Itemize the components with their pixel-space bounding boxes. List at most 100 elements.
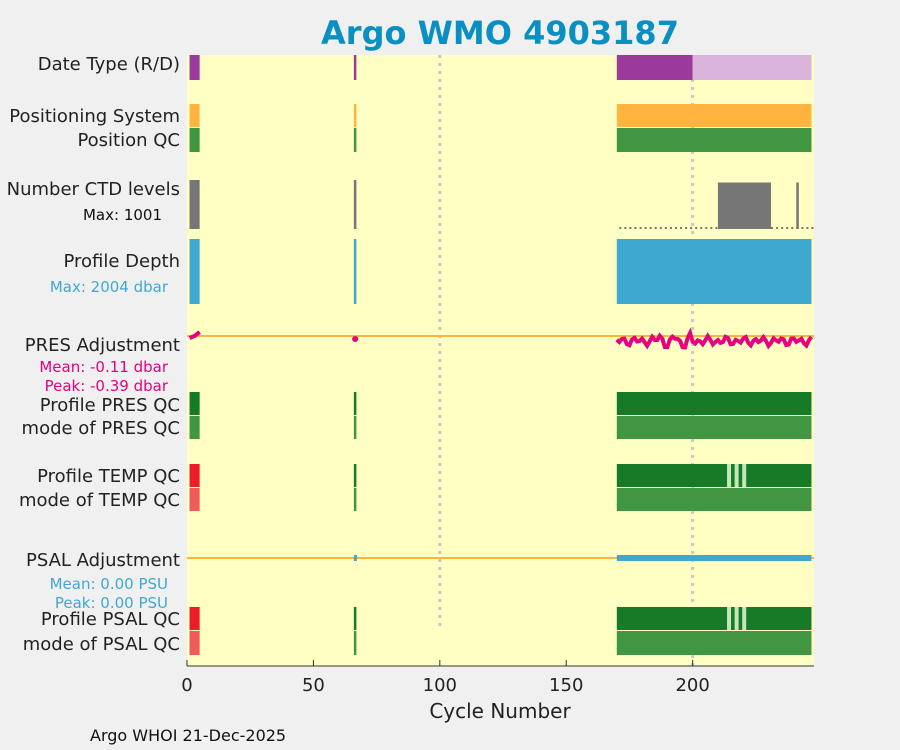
- profile-temp-qc-segment-2: [616, 464, 812, 487]
- mode-pres-qc-segment-2: [616, 416, 812, 439]
- mode-psal-qc-segment-2: [616, 631, 812, 655]
- x-axis: 0 50 100 150 200: [181, 660, 814, 696]
- x-tick-label-0: 0: [181, 675, 192, 696]
- profile-pres-qc-segment-1: [353, 392, 357, 415]
- mode-pres-qc-segment-1: [353, 416, 357, 439]
- ctd-level-177: [634, 227, 637, 229]
- depth-group-0: [189, 239, 200, 304]
- row-mode-pres-qc: [189, 416, 812, 439]
- ctd-level-197: [685, 227, 688, 229]
- ctd-level-247: [811, 227, 814, 229]
- row-position-qc: [189, 128, 812, 152]
- label-number-ctd-levels: Number CTD levels: [7, 179, 180, 200]
- profile-temp-qc-segment-0: [189, 464, 200, 487]
- ctd-level-243: [801, 227, 804, 229]
- label-pres-adjustment: PRES Adjustment: [25, 335, 180, 356]
- psal-adjust-series: [616, 555, 812, 561]
- ctd-level-179: [639, 227, 642, 229]
- sublabel-number-ctd-levels: Max: 1001: [83, 206, 162, 224]
- mode-temp-qc-segment-2: [616, 488, 812, 511]
- ctd-level-245: [806, 227, 809, 229]
- ctd-level-183: [649, 227, 652, 229]
- ctd-level-237: [786, 227, 789, 229]
- row-profile-pres-qc: [189, 392, 812, 415]
- ctd-level-191: [669, 227, 672, 229]
- label-profile-depth: Profile Depth: [63, 251, 180, 272]
- sublabel-psal-adjustment: Mean: 0.00 PSU: [50, 575, 168, 593]
- ctd-level-209: [715, 227, 718, 229]
- profile-psal-qc-segment-0: [189, 607, 200, 630]
- x-tick-label-200: 200: [675, 675, 709, 696]
- pres-adjust-series: [615, 327, 814, 350]
- row-pres-adjustment: [187, 327, 814, 350]
- sublabel-pres-adjustment: Mean: -0.11 dbar: [39, 358, 169, 376]
- plot-area: [187, 55, 814, 666]
- pres-adjust-mid: [352, 336, 359, 342]
- ctd-level-239: [791, 227, 794, 229]
- ctd-level-199: [690, 227, 693, 229]
- label-position-qc: Position QC: [77, 130, 180, 151]
- dotted-grid-lines: [438, 55, 695, 666]
- profile-psal-qc-stripe-1: [734, 607, 739, 630]
- label-date-type: Date Type (R/D): [38, 54, 180, 75]
- ctd-level-193: [674, 227, 677, 229]
- mode-temp-qc-segment-0: [189, 488, 200, 511]
- chart-title: Argo WMO 4903187: [321, 14, 679, 52]
- sublabel-profile-depth: Max: 2004 dbar: [50, 278, 169, 296]
- x-axis-label: Cycle Number: [429, 699, 571, 723]
- ctd-level-189: [664, 227, 667, 229]
- profile-temp-qc-segment-1: [353, 464, 357, 487]
- ctd-level-171: [619, 227, 622, 229]
- psal-adjust-mid: [353, 555, 357, 561]
- mode-psal-qc-segment-1: [353, 631, 357, 655]
- mode-psal-qc-segment-0: [189, 631, 200, 655]
- ctd-level-195: [680, 227, 683, 229]
- depth-group-1: [353, 239, 357, 304]
- footer-credit: Argo WHOI 21-Dec-2025: [90, 726, 286, 745]
- label-mode-psal-qc: mode of PSAL QC: [23, 634, 180, 655]
- ctd-bar-group-1: [353, 180, 357, 229]
- ctd-level-207: [710, 227, 713, 229]
- date-type-segment-3: [692, 55, 812, 80]
- x-tick-label-100: 100: [423, 675, 457, 696]
- ctd-level-201: [695, 227, 698, 229]
- label-profile-pres-qc: Profile PRES QC: [40, 395, 180, 416]
- ctd-level-175: [629, 227, 632, 229]
- date-type-segment-1: [353, 55, 357, 80]
- sublabel2-psal-adjustment: Peak: 0.00 PSU: [55, 594, 168, 612]
- positioning-system-segment-2: [616, 104, 812, 127]
- sublabel2-pres-adjustment: Peak: -0.39 dbar: [45, 377, 169, 395]
- ctd-level-187: [659, 227, 662, 229]
- positioning-system-segment-0: [189, 104, 200, 127]
- row-date-type: [189, 55, 812, 80]
- ctd-level-205: [705, 227, 708, 229]
- row-mode-psal-qc: [189, 631, 812, 655]
- row-mode-temp-qc: [189, 488, 812, 511]
- label-profile-psal-qc: Profile PSAL QC: [41, 609, 180, 630]
- profile-pres-qc-segment-2: [616, 392, 812, 415]
- profile-psal-qc-segment-2: [616, 607, 812, 630]
- label-positioning-system: Positioning System: [9, 106, 180, 127]
- profile-pres-qc-segment-0: [189, 392, 200, 415]
- row-profile-depth: [189, 239, 812, 304]
- data-rows: [187, 55, 814, 655]
- ctd-level-231: [771, 227, 774, 229]
- ctd-level-235: [781, 227, 784, 229]
- depth-group-2: [616, 239, 812, 304]
- position-qc-segment-2: [616, 128, 812, 152]
- x-tick-label-50: 50: [302, 675, 325, 696]
- pres-adjust-early: [188, 330, 201, 340]
- profile-temp-qc-stripe-0: [727, 464, 732, 487]
- ctd-level-203: [700, 227, 703, 229]
- label-mode-temp-qc: mode of TEMP QC: [19, 490, 180, 511]
- profile-psal-qc-stripe-0: [727, 607, 732, 630]
- ctd-level-233: [776, 227, 779, 229]
- mode-temp-qc-segment-1: [353, 488, 357, 511]
- row-profile-psal-qc: [189, 607, 812, 630]
- ctd-level-181: [644, 227, 647, 229]
- label-mode-pres-qc: mode of PRES QC: [22, 418, 180, 439]
- ctd-level-185: [654, 227, 657, 229]
- ctd-block-1: [796, 182, 799, 229]
- ctd-bar-group-0: [189, 180, 200, 229]
